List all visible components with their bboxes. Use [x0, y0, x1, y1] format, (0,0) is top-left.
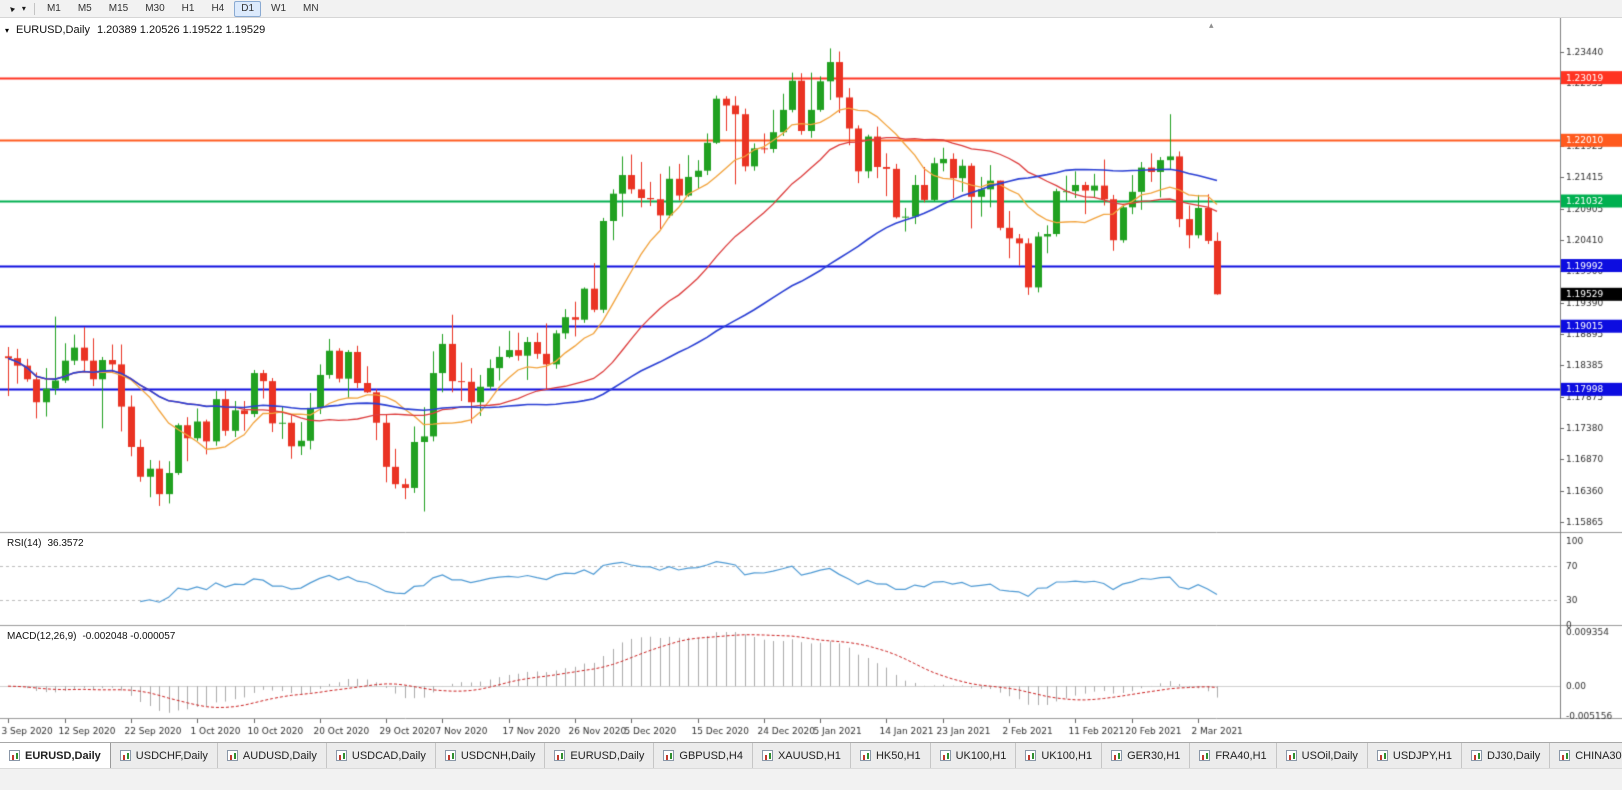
chart-tab-icon: [761, 750, 773, 761]
price-chart-canvas[interactable]: [0, 18, 1622, 742]
chart-tab[interactable]: USDCAD,Daily: [327, 743, 436, 768]
chart-tab-icon: [939, 750, 951, 761]
one-click-trading-arrow-icon[interactable]: ▾: [5, 25, 10, 35]
chart-tab-icon: [226, 750, 238, 761]
chart-tab-label: EURUSD,Daily: [25, 749, 101, 762]
chart-shift-marker-icon: ▴: [1209, 20, 1214, 30]
chart-tab-icon: [1025, 750, 1037, 761]
chart-tab[interactable]: EURUSD,Daily: [545, 743, 655, 768]
chart-tab-icon: [859, 750, 871, 761]
timeframe-h1-button[interactable]: H1: [181, 2, 195, 14]
chart-tab-bar: EURUSD,Daily USDCHF,Daily AUDUSD,Daily USDC…: [0, 742, 1622, 768]
timeframe-w1-button[interactable]: W1: [271, 2, 287, 14]
chart-tab-label: GER30,H1: [1127, 749, 1181, 762]
chart-tab-icon: [663, 750, 675, 761]
timeframe-m30-button[interactable]: M30: [145, 2, 165, 14]
macd-indicator-values: -0.002048 -0.000057: [82, 631, 176, 642]
chart-tab-label: FRA40,H1: [1215, 749, 1267, 762]
rsi-indicator-value: 36.3572: [47, 538, 84, 549]
chart-tab-label: USDCHF,Daily: [135, 749, 208, 762]
chart-tab[interactable]: XAUUSD,H1: [753, 743, 851, 768]
timeframe-m5-button[interactable]: M5: [77, 2, 92, 14]
chart-tab-icon: [119, 750, 131, 761]
chart-tab-label: CHINA300,H1: [1575, 749, 1622, 762]
timeframe-m1-button[interactable]: M1: [46, 2, 61, 14]
chart-tab-icon: [444, 750, 456, 761]
chart-header: ▾ EURUSD,Daily 1.20389 1.20526 1.19522 1…: [5, 24, 265, 36]
chart-tab-icon: [1199, 750, 1211, 761]
chart-tab-icon: [1111, 750, 1123, 761]
chart-tab-icon: [1471, 750, 1483, 761]
chart-tab-icon: [335, 750, 347, 761]
chart-tab-icon: [554, 750, 566, 761]
chart-tab-label: USDJPY,H1: [1392, 749, 1453, 762]
timeframe-m15-button[interactable]: M15: [108, 2, 129, 14]
timeframe-buttons-group: M1 M5 M15 M30 H1 H4 D1 W1 MN: [40, 0, 326, 17]
chart-tab-label: EURUSD,Daily: [570, 749, 645, 762]
chart-symbol-title: EURUSD,Daily: [16, 24, 90, 36]
chart-tab[interactable]: FRA40,H1: [1190, 743, 1277, 768]
chart-tab-label: HK50,H1: [875, 749, 921, 762]
chart-tab-label: UK100,H1: [955, 749, 1007, 762]
chart-tab-icon: [1376, 750, 1388, 761]
chart-tab[interactable]: HK50,H1: [851, 743, 931, 768]
chart-ohlc-values: 1.20389 1.20526 1.19522 1.19529: [96, 24, 266, 36]
chart-tab-label: UK100,H1: [1041, 749, 1093, 762]
chart-tab-label: USDCNH,Daily: [460, 749, 536, 762]
macd-indicator-header: MACD(12,26,9) -0.002048 -0.000057: [7, 631, 175, 642]
chart-tab[interactable]: AUDUSD,Daily: [218, 743, 327, 768]
timeframe-h4-button[interactable]: H4: [211, 2, 225, 14]
chart-tab-label: XAUUSD,H1: [777, 749, 841, 762]
chevron-down-icon[interactable]: ▾: [21, 3, 26, 13]
chart-tab-label: DJ30,Daily: [1487, 749, 1541, 762]
rsi-indicator-label: RSI(14): [7, 538, 42, 549]
chart-tab-icon: [9, 750, 20, 761]
timeframe-d1-button[interactable]: D1: [234, 0, 262, 17]
chart-tab[interactable]: DJ30,Daily: [1462, 743, 1551, 768]
chart-tab-icon: [1559, 750, 1571, 761]
chart-tab[interactable]: UK100,H1: [931, 743, 1017, 768]
chart-tab-label: USOil,Daily: [1301, 749, 1358, 762]
timeframe-mn-button[interactable]: MN: [303, 2, 319, 14]
status-bar: [0, 768, 1622, 790]
chart-tab-label: USDCAD,Daily: [351, 749, 426, 762]
chart-tab[interactable]: USDCNH,Daily: [436, 743, 546, 768]
chart-tab[interactable]: USOil,Daily: [1277, 743, 1368, 768]
chart-tab[interactable]: GER30,H1: [1102, 743, 1191, 768]
chart-tab[interactable]: CHINA300,H1: [1550, 743, 1622, 768]
toolbar-separator: [33, 2, 35, 15]
chart-tab-label: GBPUSD,H4: [679, 749, 743, 762]
chart-tab[interactable]: USDCHF,Daily: [111, 743, 218, 768]
chart-tab[interactable]: UK100,H1: [1016, 743, 1103, 768]
timeframe-toolbar: ▲ ▾ M1 M5 M15 M30 H1 H4 D1 W1 MN: [0, 0, 1622, 18]
chart-tab[interactable]: USDJPY,H1: [1368, 743, 1463, 768]
rsi-indicator-header: RSI(14) 36.3572: [7, 538, 84, 549]
chart-tab-icon: [1285, 750, 1297, 761]
chart-tab-label: AUDUSD,Daily: [242, 749, 317, 762]
macd-indicator-label: MACD(12,26,9): [7, 631, 77, 642]
chart-tab[interactable]: GBPUSD,H4: [654, 743, 753, 768]
chart-tab[interactable]: EURUSD,Daily: [0, 743, 111, 768]
